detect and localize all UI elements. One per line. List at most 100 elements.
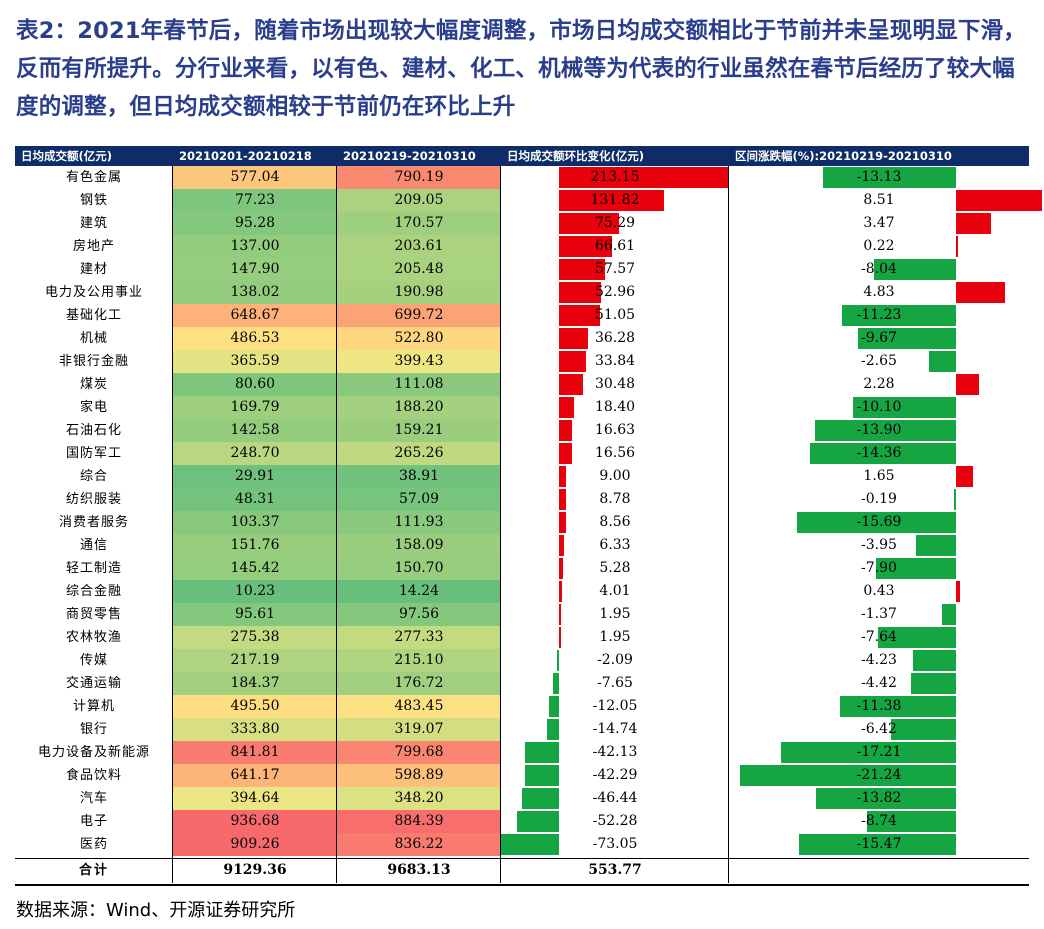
pct-change-value: -15.69 xyxy=(856,514,902,530)
avg-turnover-period-2: 176.72 xyxy=(337,672,501,695)
turnover-change-cell: 131.82 xyxy=(501,189,729,212)
avg-turnover-period-1: 333.80 xyxy=(173,718,337,741)
avg-turnover-period-1: 138.02 xyxy=(173,281,337,304)
avg-turnover-period-2: 215.10 xyxy=(337,649,501,672)
industry-name: 传媒 xyxy=(79,653,108,668)
pct-change-value: -10.10 xyxy=(856,399,902,415)
turnover-change-bar xyxy=(517,811,559,832)
table-row: 通信 151.76 158.09 6.33 -3.95 xyxy=(15,534,1029,557)
pct-change-bar xyxy=(942,604,956,625)
pct-change-cell: 2.28 xyxy=(729,373,1029,396)
turnover-change-value: -52.28 xyxy=(592,813,638,829)
pct-change-cell: 1.65 xyxy=(729,465,1029,488)
avg-turnover-period-2: 188.20 xyxy=(337,396,501,419)
industry-name: 电力及公用事业 xyxy=(44,285,143,300)
pct-change-cell: -4.42 xyxy=(729,672,1029,695)
pct-change-cell: -3.95 xyxy=(729,534,1029,557)
total-label: 合计 xyxy=(78,863,109,878)
turnover-change-bar xyxy=(525,765,559,786)
industry-name: 综合 xyxy=(79,469,108,484)
industry-name: 国防军工 xyxy=(65,446,122,461)
table-row: 轻工制造 145.42 150.70 5.28 -7.90 xyxy=(15,557,1029,580)
avg-turnover-period-1: 495.50 xyxy=(173,695,337,718)
avg-turnover-period-1: 169.79 xyxy=(173,396,337,419)
avg-turnover-period-1: 151.76 xyxy=(173,534,337,557)
table-row: 煤炭 80.60 111.08 30.48 2.28 xyxy=(15,373,1029,396)
pct-change-value: -7.64 xyxy=(861,629,897,645)
table-row: 房地产 137.00 203.61 66.61 0.22 xyxy=(15,235,1029,258)
avg-turnover-period-2: 150.70 xyxy=(337,557,501,580)
pct-change-value: -2.65 xyxy=(861,353,897,369)
pct-change-cell: -1.37 xyxy=(729,603,1029,626)
pct-change-value: 4.83 xyxy=(863,284,895,300)
industry-name: 石油石化 xyxy=(65,423,122,438)
pct-change-bar xyxy=(911,673,956,694)
turnover-change-bar xyxy=(559,558,564,579)
avg-turnover-period-1: 29.91 xyxy=(173,465,337,488)
pct-change-cell: -6.42 xyxy=(729,718,1029,741)
table-row: 银行 333.80 319.07 -14.74 -6.42 xyxy=(15,718,1029,741)
avg-turnover-period-1: 936.68 xyxy=(173,810,337,833)
avg-turnover-period-1: 248.70 xyxy=(173,442,337,465)
pct-change-value: -13.82 xyxy=(856,790,902,806)
header-period-1: 20210201-20210218 xyxy=(179,149,312,163)
table-header: 日均成交额(亿元) 20210201-20210218 20210219-202… xyxy=(15,146,1029,166)
turnover-change-cell: 51.05 xyxy=(501,304,729,327)
pct-change-bar xyxy=(890,719,956,740)
pct-change-value: -6.42 xyxy=(861,721,897,737)
turnover-change-cell: 1.95 xyxy=(501,603,729,626)
turnover-change-cell: -12.05 xyxy=(501,695,729,718)
column-divider xyxy=(500,166,501,883)
pct-change-bar xyxy=(878,627,956,648)
pct-change-bar xyxy=(842,305,956,326)
turnover-change-cell: 9.00 xyxy=(501,465,729,488)
pct-change-value: -7.90 xyxy=(861,560,897,576)
turnover-change-value: 8.78 xyxy=(599,491,631,507)
turnover-change-bar xyxy=(559,489,566,510)
turnover-change-bar xyxy=(557,650,559,671)
turnover-change-bar xyxy=(559,259,605,280)
pct-change-cell: -8.04 xyxy=(729,258,1029,281)
pct-change-value: 3.47 xyxy=(863,215,895,231)
pct-change-bar xyxy=(815,788,956,809)
pct-change-bar xyxy=(814,420,956,441)
avg-turnover-period-2: 265.26 xyxy=(337,442,501,465)
table-bottom-rule xyxy=(15,884,1029,886)
pct-change-bar xyxy=(796,512,956,533)
pct-change-bar xyxy=(857,328,956,349)
column-divider xyxy=(728,166,729,883)
pct-change-value: -4.23 xyxy=(861,652,897,668)
table-row: 食品饮料 641.17 598.89 -42.29 -21.24 xyxy=(15,764,1029,787)
table-row: 医药 909.26 836.22 -73.05 -15.47 xyxy=(15,833,1029,856)
avg-turnover-period-1: 137.00 xyxy=(173,235,337,258)
turnover-change-cell: -73.05 xyxy=(500,833,729,856)
turnover-change-bar xyxy=(559,190,665,211)
turnover-change-value: 51.05 xyxy=(594,307,636,323)
pct-change-cell: 0.22 xyxy=(729,235,1029,258)
pct-change-bar xyxy=(913,650,956,671)
turnover-change-value: -14.74 xyxy=(592,721,638,737)
turnover-change-bar xyxy=(547,719,559,740)
pct-change-bar xyxy=(956,581,961,602)
turnover-change-bar xyxy=(552,673,559,694)
avg-turnover-period-2: 203.61 xyxy=(337,235,501,258)
pct-change-value: -8.04 xyxy=(861,261,897,277)
avg-turnover-period-1: 909.26 xyxy=(173,833,337,856)
table-row: 非银行金融 365.59 399.43 33.84 -2.65 xyxy=(15,350,1029,373)
avg-turnover-period-1: 147.90 xyxy=(173,258,337,281)
turnover-change-value: 16.63 xyxy=(594,422,636,438)
table-row: 电力及公用事业 138.02 190.98 52.96 4.83 xyxy=(15,281,1029,304)
table-row: 家电 169.79 188.20 18.40 -10.10 xyxy=(15,396,1029,419)
pct-change-cell: -4.23 xyxy=(729,649,1029,672)
turnover-change-value: -12.05 xyxy=(592,698,638,714)
avg-turnover-period-2: 97.56 xyxy=(337,603,501,626)
table-row: 石油石化 142.58 159.21 16.63 -13.90 xyxy=(15,419,1029,442)
avg-turnover-period-2: 158.09 xyxy=(337,534,501,557)
industry-name: 机械 xyxy=(79,331,108,346)
avg-turnover-period-2: 277.33 xyxy=(337,626,501,649)
pct-change-cell: -15.47 xyxy=(729,833,1029,856)
turnover-change-value: 131.82 xyxy=(590,192,640,208)
avg-turnover-period-1: 95.28 xyxy=(173,212,337,235)
turnover-change-bar xyxy=(559,535,565,556)
turnover-change-value: 5.28 xyxy=(599,560,631,576)
